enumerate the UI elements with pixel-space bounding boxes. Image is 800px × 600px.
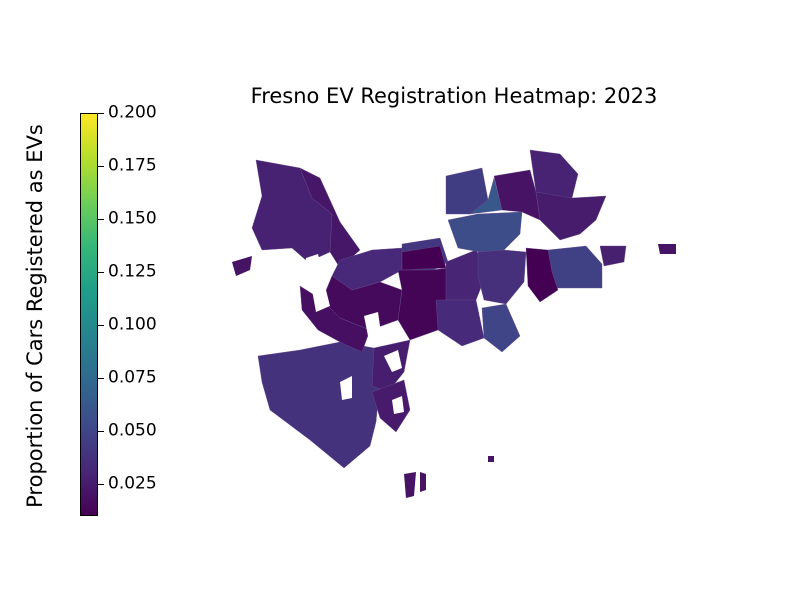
map-region — [371, 379, 411, 433]
map-gap — [384, 350, 402, 372]
map-region — [525, 247, 559, 303]
colorbar-tick — [98, 113, 104, 114]
colorbar-tick — [98, 166, 104, 168]
map-region-fragment — [658, 244, 676, 254]
colorbar-tick-label: 0.150 — [108, 208, 157, 229]
map-region — [469, 177, 503, 215]
colorbar-tick — [98, 431, 104, 433]
map-region — [447, 211, 523, 253]
colorbar-tick-label: 0.125 — [108, 261, 157, 282]
map-region-fragment — [420, 472, 426, 492]
map-gap — [340, 376, 352, 400]
colorbar-tick-label: 0.050 — [108, 420, 157, 441]
colorbar-tick-label: 0.025 — [108, 473, 157, 494]
map-region — [477, 249, 527, 305]
map-region-fragment — [232, 256, 252, 276]
map-gap — [364, 312, 382, 346]
colorbar-tick — [98, 484, 104, 486]
map-region — [401, 245, 447, 271]
colorbar-tick-label: 0.175 — [108, 155, 157, 176]
map-gap — [304, 254, 322, 278]
colorbar-tick — [98, 272, 104, 274]
map-gap — [392, 396, 404, 414]
map-region — [435, 299, 485, 347]
colorbar-tick — [98, 378, 104, 380]
colorbar-tick — [98, 325, 104, 327]
map-region — [535, 191, 607, 241]
map-region-fragment — [488, 456, 494, 462]
colorbar-tick — [98, 219, 104, 221]
colorbar-tick-label: 0.100 — [108, 314, 157, 335]
map-region — [481, 303, 521, 353]
colorbar-tick-label: 0.075 — [108, 367, 157, 388]
colorbar — [80, 113, 98, 516]
map-gap — [312, 290, 330, 312]
map-region — [599, 245, 627, 267]
colorbar-tick-label: 0.200 — [108, 102, 157, 123]
map-region — [251, 159, 333, 263]
chart-title: Fresno EV Registration Heatmap: 2023 — [250, 84, 658, 108]
map-region-fragment — [404, 472, 416, 498]
map-region — [257, 341, 381, 469]
map-region — [547, 245, 603, 289]
